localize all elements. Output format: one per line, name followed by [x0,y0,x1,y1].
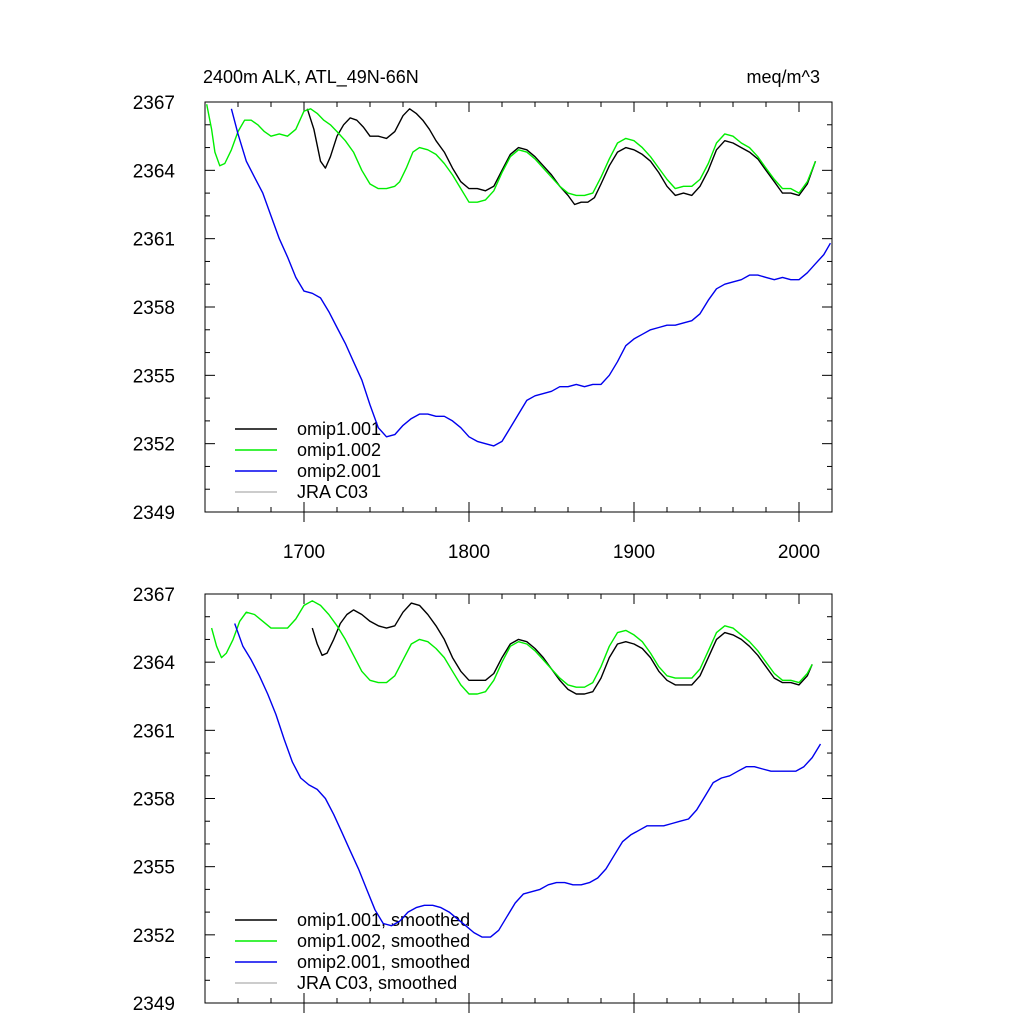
y-tick-label: 2355 [133,366,175,387]
top-panel: 1700 1800 1900 2000 2349 2352 2355 2358 2361 2364… [133,93,833,563]
series-line-0 [311,602,813,695]
y-tick-label: 2367 [133,93,175,114]
y-tick-label: 2361 [133,721,175,742]
plot-title: 2400m ALK, ATL_49N-66N [203,67,419,88]
legend-label: omip2.001, smoothed [297,952,470,972]
legend-label: omip1.002 [297,440,381,460]
legend-label: omip1.002, smoothed [297,931,470,951]
x-tick-label: 1900 [613,542,655,563]
y-tick-label: 2361 [133,230,175,251]
series-line-1 [206,104,817,203]
legend-label: omip2.001 [297,461,381,481]
y-tick-label: 2364 [133,653,176,674]
x-tick-label: 2000 [778,542,820,563]
unit-label: meq/m^3 [747,67,820,87]
series-line-2 [234,623,822,938]
x-tick-label: 1700 [283,542,325,563]
legend-label: omip1.001, smoothed [297,910,470,930]
y-tick-label: 2367 [133,585,175,606]
series-line-2 [230,108,832,447]
y-tick-label: 2355 [133,858,175,879]
legend-label: omip1.001 [297,419,381,439]
series-line-1 [210,600,813,695]
y-tick-label: 2358 [133,790,175,811]
y-tick-label: 2349 [133,503,175,524]
bottom-panel: 2349 2352 2355 2358 2361 2364 2367 omip1.001, s… [133,585,833,1015]
x-tick-label: 1800 [448,542,490,563]
legend-label: JRA C03, smoothed [297,973,457,993]
y-tick-label: 2364 [133,161,176,182]
y-tick-label: 2352 [133,926,175,947]
legend-label: JRA C03 [297,482,368,502]
y-tick-label: 2358 [133,298,175,319]
series-line-0 [306,108,817,206]
y-tick-label: 2352 [133,435,175,456]
y-tick-label: 2349 [133,994,175,1015]
